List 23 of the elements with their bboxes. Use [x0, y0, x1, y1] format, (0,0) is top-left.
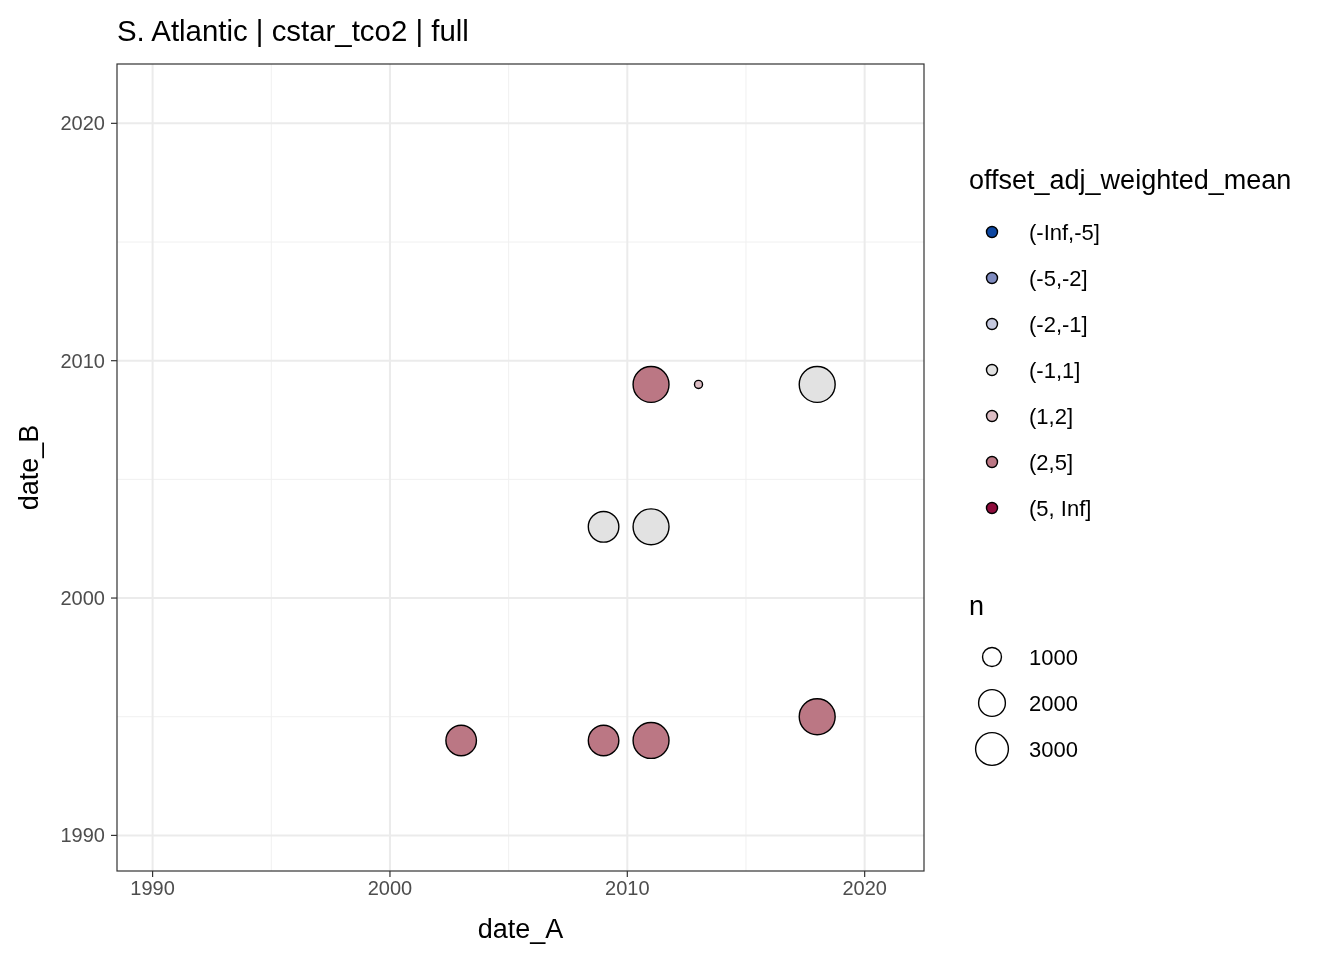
- x-tick-label: 2000: [367, 877, 413, 899]
- y-tick-label: 1990: [60, 824, 105, 847]
- legend-label: 3000: [1029, 737, 1078, 762]
- x-axis-title: date_A: [477, 914, 564, 944]
- y-tick-label: 2000: [60, 587, 105, 610]
- legend-label: (2,5]: [1029, 450, 1074, 475]
- x-tick-label: 1990: [130, 877, 175, 899]
- chart-title: S. Atlantic | cstar_tco2 | full: [117, 14, 469, 47]
- legend-label: (-2,-1]: [1029, 312, 1088, 337]
- legend-label: 2000: [1029, 691, 1078, 716]
- legend-label: (-1,1]: [1029, 358, 1081, 383]
- legend-label: (-Inf,-5]: [1029, 220, 1100, 245]
- legend-label: (5, Inf]: [1029, 496, 1092, 521]
- y-tick-label: 2020: [60, 112, 105, 135]
- legend-label: 1000: [1029, 645, 1078, 670]
- y-axis-title: date_B: [14, 424, 44, 511]
- legend-label: (-5,-2]: [1029, 266, 1088, 291]
- x-tick-label: 2020: [842, 877, 887, 899]
- x-tick-label: 2010: [605, 877, 650, 899]
- legend-title: offset_adj_weighted_mean: [969, 165, 1292, 195]
- text: n: [969, 591, 985, 621]
- y-tick-label: 2010: [60, 349, 105, 372]
- legend-label: (1,2]: [1029, 404, 1074, 429]
